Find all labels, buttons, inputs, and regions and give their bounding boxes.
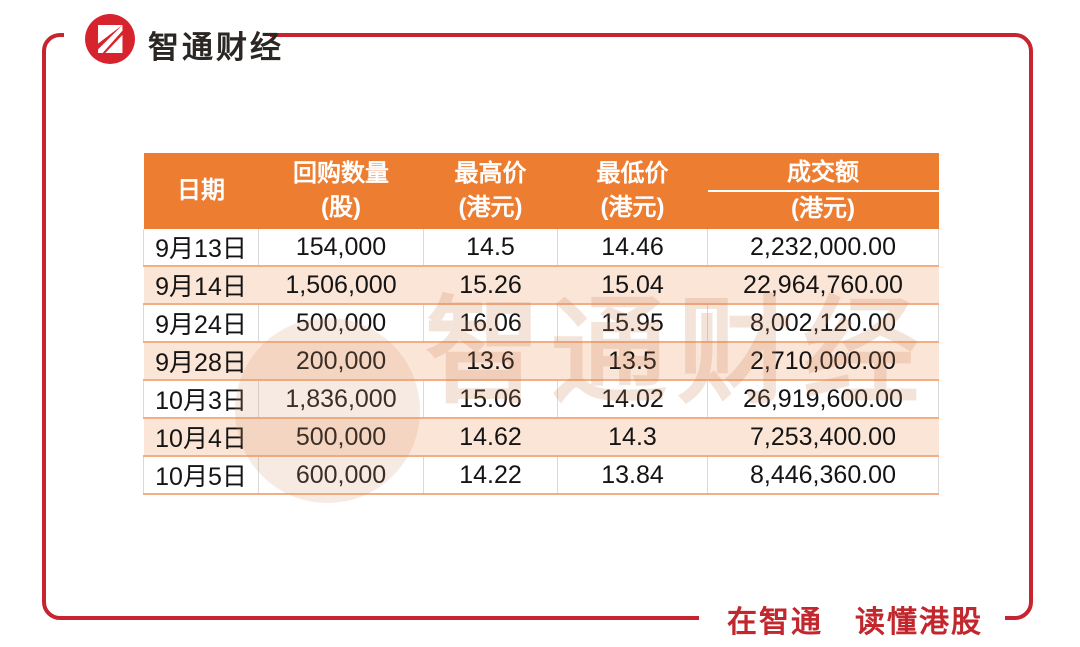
cell-low: 14.3 bbox=[557, 417, 708, 457]
cell-low: 14.02 bbox=[557, 380, 708, 418]
cell-qty: 200,000 bbox=[258, 341, 424, 381]
cell-qty: 500,000 bbox=[258, 417, 424, 457]
cell-amount: 22,964,760.00 bbox=[707, 265, 939, 305]
cell-low: 13.84 bbox=[557, 456, 708, 494]
cell-high: 14.62 bbox=[423, 417, 558, 457]
cell-high: 15.06 bbox=[423, 380, 558, 418]
slogan: 在智通 读懂港股 bbox=[727, 606, 983, 639]
header-date: 日期 bbox=[143, 153, 259, 229]
cell-amount: 2,232,000.00 bbox=[707, 229, 939, 266]
cell-amount: 8,002,120.00 bbox=[707, 304, 939, 342]
cell-qty: 1,836,000 bbox=[258, 380, 424, 418]
cell-date: 9月13日 bbox=[143, 229, 259, 266]
cell-amount: 7,253,400.00 bbox=[707, 417, 939, 457]
header-high-price: 最高价 (港元) bbox=[423, 153, 558, 229]
table-row: 10月3日 1,836,000 15.06 14.02 26,919,600.00 bbox=[143, 380, 939, 418]
cell-high: 14.22 bbox=[423, 456, 558, 494]
cell-high: 13.6 bbox=[423, 341, 558, 381]
cell-low: 15.04 bbox=[557, 265, 708, 305]
cell-qty: 600,000 bbox=[258, 456, 424, 494]
frame-border bbox=[42, 33, 1033, 620]
cell-date: 10月5日 bbox=[143, 456, 259, 494]
cell-qty: 154,000 bbox=[258, 229, 424, 266]
cell-low: 14.46 bbox=[557, 229, 708, 266]
cell-amount: 8,446,360.00 bbox=[707, 456, 939, 494]
cell-high: 16.06 bbox=[423, 304, 558, 342]
cell-date: 9月14日 bbox=[143, 265, 259, 305]
header-quantity: 回购数量 (股) bbox=[258, 153, 424, 229]
table-row: 9月14日 1,506,000 15.26 15.04 22,964,760.00 bbox=[143, 265, 939, 305]
cell-low: 15.95 bbox=[557, 304, 708, 342]
zhitong-logo-icon bbox=[84, 13, 136, 65]
cell-date: 9月28日 bbox=[143, 341, 259, 381]
table-row: 10月4日 500,000 14.62 14.3 7,253,400.00 bbox=[143, 417, 939, 457]
buyback-table: 日期 回购数量 (股) 最高价 (港元) 最低价 (港元) bbox=[143, 153, 939, 495]
cell-date: 10月3日 bbox=[143, 380, 259, 418]
cell-qty: 1,506,000 bbox=[258, 265, 424, 305]
cell-amount: 2,710,000.00 bbox=[707, 341, 939, 381]
cell-amount: 26,919,600.00 bbox=[707, 380, 939, 418]
table-row: 9月28日 200,000 13.6 13.5 2,710,000.00 bbox=[143, 341, 939, 381]
cell-qty: 500,000 bbox=[258, 304, 424, 342]
brand-name: 智通财经 bbox=[148, 30, 284, 65]
table-row: 9月13日 154,000 14.5 14.46 2,232,000.00 bbox=[143, 229, 939, 266]
cell-low: 13.5 bbox=[557, 341, 708, 381]
table-header-row: 日期 回购数量 (股) 最高价 (港元) 最低价 (港元) bbox=[143, 153, 939, 229]
cell-high: 14.5 bbox=[423, 229, 558, 266]
cell-high: 15.26 bbox=[423, 265, 558, 305]
cell-date: 9月24日 bbox=[143, 304, 259, 342]
table-row: 10月5日 600,000 14.22 13.84 8,446,360.00 bbox=[143, 456, 939, 494]
header-low-price: 最低价 (港元) bbox=[557, 153, 708, 229]
header-turnover: 成交额 (港元) bbox=[707, 153, 939, 229]
frame-gap-bottom bbox=[699, 605, 1005, 629]
cell-date: 10月4日 bbox=[143, 417, 259, 457]
table-row: 9月24日 500,000 16.06 15.95 8,002,120.00 bbox=[143, 304, 939, 342]
